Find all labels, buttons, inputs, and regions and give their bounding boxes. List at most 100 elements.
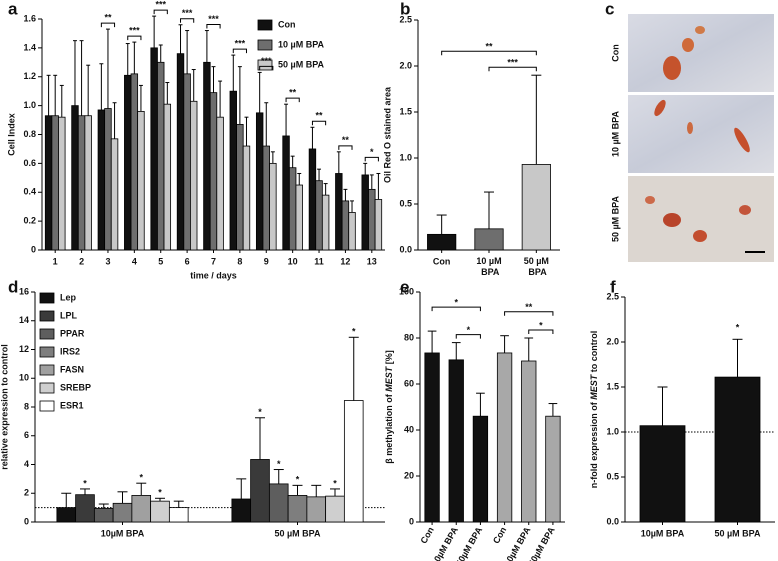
bar [262, 145, 270, 251]
x-tick-label: 3 [105, 256, 110, 266]
y-tick-label: 20 [404, 470, 414, 480]
significance-bracket [100, 22, 116, 28]
bar [163, 103, 172, 251]
bar [282, 135, 290, 251]
legend-swatch [39, 292, 55, 304]
bar [255, 112, 264, 251]
significance-label: * [296, 475, 300, 485]
y-tick-label: 0.0 [606, 516, 619, 526]
x-tick-label: 11 [314, 256, 324, 266]
significance-bracket [311, 120, 327, 126]
legend-swatch [39, 400, 55, 412]
bar [44, 115, 53, 251]
y-tick-label: 1.0 [23, 100, 36, 110]
bar [295, 184, 303, 251]
x-tick-label: 10 [288, 256, 298, 266]
bar [75, 494, 95, 523]
significance-bracket [232, 48, 247, 54]
bar [131, 495, 152, 523]
x-tick-label: Con [433, 256, 451, 266]
bar [374, 199, 383, 251]
image-label: 10 µM BPA [610, 110, 620, 157]
stain [663, 56, 681, 80]
bar [110, 138, 119, 251]
legend-label: 10 µM BPA [278, 39, 325, 49]
bar [472, 415, 489, 523]
significance-label: *** [507, 58, 518, 68]
x-tick-label: 4 [132, 256, 137, 266]
y-tick-label: 2.5 [606, 291, 619, 301]
y-tick-label: 1.2 [23, 71, 36, 81]
legend-label: Con [278, 19, 296, 29]
y-tick-label: 1.0 [399, 152, 412, 162]
y-tick-label: 0.8 [23, 129, 36, 139]
bar [424, 352, 440, 523]
significance-bracket [441, 50, 537, 56]
x-tick-label: 10µM BPA [641, 528, 685, 538]
significance-label: * [539, 320, 543, 330]
image-label: 50 µM BPA [610, 195, 620, 242]
y-axis-label: relative expression to control [0, 344, 9, 470]
significance-label: *** [208, 14, 219, 24]
legend-label: PPAR [60, 328, 85, 338]
x-tick-label: 8 [237, 256, 242, 266]
y-tick-label: 100 [399, 286, 414, 296]
bar [130, 73, 139, 251]
y-axis-label: Oil Red O stained area [382, 86, 392, 183]
bar [287, 495, 308, 523]
legend-label: 50 µM BPA [278, 59, 325, 69]
y-tick-label: 1.6 [23, 13, 36, 23]
bar [58, 116, 66, 251]
significance-bracket [259, 65, 274, 71]
y-tick-label: 0.6 [23, 158, 36, 168]
stain [682, 38, 694, 52]
y-tick-label: 0 [409, 516, 414, 526]
micrograph [628, 176, 774, 262]
significance-bracket [153, 9, 168, 15]
significance-label: *** [182, 8, 193, 18]
significance-label: ** [342, 135, 350, 145]
y-tick-label: 16 [19, 286, 29, 296]
stain [654, 99, 666, 117]
bar [496, 352, 513, 523]
bar [341, 200, 350, 251]
significance-label: * [370, 147, 374, 157]
stain [734, 127, 750, 153]
significance-label: * [83, 478, 87, 488]
significance-label: * [139, 473, 143, 483]
panel-label: e [400, 277, 409, 296]
x-tick-label: 50 µM BPA [714, 528, 761, 538]
legend-label: SREBP [60, 382, 91, 392]
bar [306, 496, 327, 523]
significance-label: * [333, 478, 337, 488]
significance-bracket [285, 97, 300, 103]
x-tick-label: Con [491, 525, 508, 545]
x-tick-label: 9 [264, 256, 269, 266]
significance-label: ** [525, 302, 533, 312]
x-tick-label: 5 [158, 256, 163, 266]
y-tick-label: 0.2 [23, 216, 36, 226]
legend-swatch [39, 364, 55, 376]
bar [474, 228, 504, 251]
x-tick-label: 2 [79, 256, 84, 266]
bar [150, 500, 170, 523]
panel-label: d [8, 277, 18, 296]
bar [183, 73, 191, 251]
bar [521, 164, 551, 251]
bar [521, 360, 537, 523]
bar [325, 495, 345, 523]
legend-swatch [39, 328, 55, 340]
bar [112, 502, 133, 523]
bar [176, 53, 185, 251]
bar [190, 100, 198, 251]
significance-bracket [338, 145, 353, 150]
bar [335, 173, 343, 251]
x-tick-label: 50 µM BPA [524, 256, 549, 277]
y-tick-label: 8 [24, 401, 29, 411]
y-tick-label: 1.0 [606, 426, 619, 436]
bar [104, 108, 112, 251]
stain [645, 196, 655, 204]
legend-swatch [257, 59, 273, 71]
significance-label: ** [104, 12, 112, 22]
